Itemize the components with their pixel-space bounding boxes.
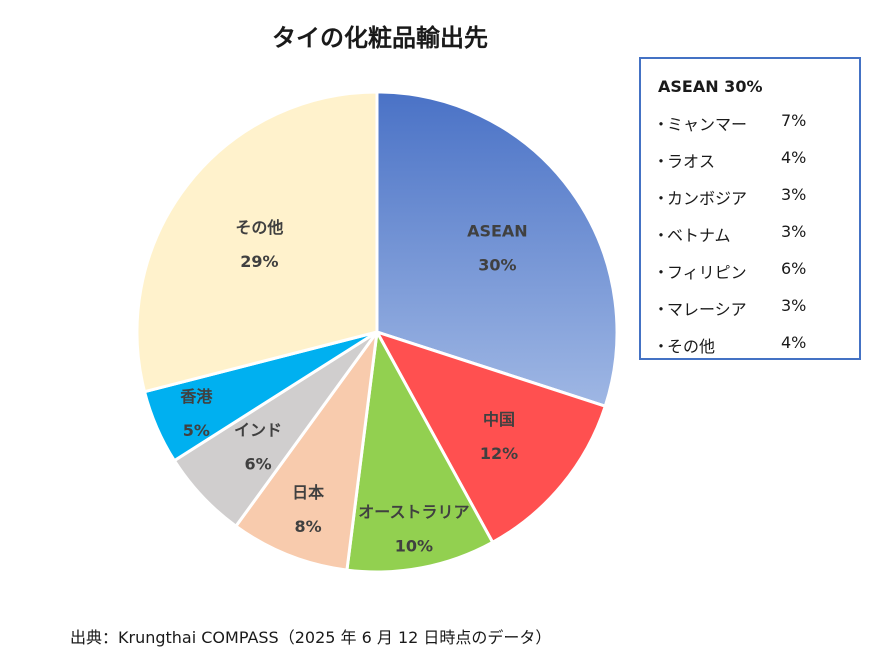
breakdown-row: ・ラオス 4% bbox=[653, 148, 853, 172]
breakdown-country: その他 bbox=[667, 337, 716, 356]
slice-percent-label: 12% bbox=[480, 444, 518, 463]
breakdown-row: ・フィリピン 6% bbox=[653, 259, 853, 283]
breakdown-country: ミャンマー bbox=[667, 115, 748, 134]
slice-percent-label: 29% bbox=[240, 252, 278, 271]
breakdown-country: カンボジア bbox=[667, 189, 748, 208]
breakdown-row: ・マレーシア 3% bbox=[653, 296, 853, 320]
slice-name-label: 中国 bbox=[483, 410, 515, 429]
breakdown-row: ・カンボジア 3% bbox=[653, 185, 853, 209]
slice-name-label: 日本 bbox=[292, 483, 324, 502]
pie-slice-2 bbox=[373, 329, 608, 545]
breakdown-row: ・ミャンマー 7% bbox=[653, 111, 853, 135]
breakdown-bullet: ・ bbox=[653, 226, 670, 245]
slice-percent-label: 8% bbox=[295, 517, 322, 536]
slice-name-label: その他 bbox=[235, 218, 283, 237]
pie-slice-1 bbox=[375, 90, 619, 409]
breakdown-country: ベトナム bbox=[667, 226, 731, 245]
breakdown-bullet: ・ bbox=[653, 115, 670, 134]
breakdown-bullet: ・ bbox=[653, 300, 670, 319]
breakdown-bullet: ・ bbox=[653, 152, 670, 171]
breakdown-row: ・その他 4% bbox=[653, 333, 853, 357]
breakdown-country: マレーシア bbox=[667, 300, 747, 319]
breakdown-percent: 3% bbox=[781, 185, 807, 204]
pie-slice-7 bbox=[135, 90, 379, 394]
slice-percent-label: 5% bbox=[183, 421, 210, 440]
chart-title: タイの化粧品輸出先 bbox=[272, 24, 488, 52]
breakdown-country: フィリピン bbox=[667, 263, 747, 282]
breakdown-row: ・ベトナム 3% bbox=[653, 222, 853, 246]
breakdown-percent: 4% bbox=[781, 148, 807, 167]
slice-percent-label: 6% bbox=[244, 455, 271, 474]
breakdown-country: ラオス bbox=[667, 152, 716, 171]
breakdown-percent: 3% bbox=[781, 296, 807, 315]
pie-slice-4 bbox=[233, 331, 379, 572]
slice-percent-label: 30% bbox=[478, 256, 516, 275]
breakdown-percent: 7% bbox=[781, 111, 807, 130]
asean-breakdown-heading: ASEAN 30% bbox=[658, 77, 763, 96]
asean-breakdown-box: ASEAN 30% ・ミャンマー 7% ・ラオス 4% ・カンボジア 3% ・ベトナム 3% ・… bbox=[639, 57, 861, 360]
breakdown-bullet: ・ bbox=[653, 337, 670, 356]
breakdown-bullet: ・ bbox=[653, 189, 670, 208]
slice-percent-label: 10% bbox=[395, 536, 433, 555]
breakdown-bullet: ・ bbox=[653, 263, 670, 282]
slice-name-label: 香港 bbox=[179, 387, 213, 406]
pie-slice-3 bbox=[345, 327, 495, 574]
slice-name-label: オーストラリア bbox=[358, 502, 469, 521]
breakdown-percent: 4% bbox=[781, 333, 807, 352]
breakdown-percent: 3% bbox=[781, 222, 807, 241]
breakdown-percent: 6% bbox=[781, 259, 807, 278]
slice-name-label: インド bbox=[234, 421, 282, 440]
source-note: 出典：Krungthai COMPASS（2025 年 6 月 12 日時点のデ… bbox=[70, 628, 552, 647]
slice-name-label: ASEAN bbox=[467, 222, 528, 241]
